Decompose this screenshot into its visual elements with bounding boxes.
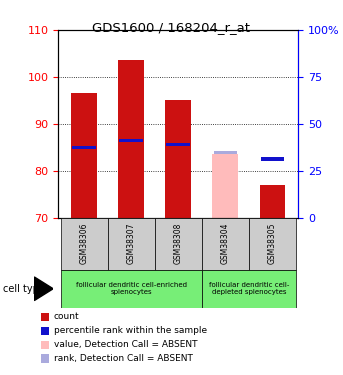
Bar xyxy=(71,93,97,218)
Text: GSM38308: GSM38308 xyxy=(174,223,183,264)
Bar xyxy=(165,100,191,218)
Text: follicular dendritic cell-
depleted splenocytes: follicular dendritic cell- depleted sple… xyxy=(209,282,289,295)
Bar xyxy=(108,217,155,270)
Bar xyxy=(213,154,238,218)
Bar xyxy=(261,157,284,160)
Bar xyxy=(202,270,296,308)
Bar xyxy=(61,217,108,270)
Bar xyxy=(61,270,202,308)
Bar xyxy=(72,146,96,149)
Bar xyxy=(119,138,143,142)
Text: percentile rank within the sample: percentile rank within the sample xyxy=(54,326,207,335)
Text: GSM38307: GSM38307 xyxy=(127,223,136,264)
Text: GSM38306: GSM38306 xyxy=(80,223,89,264)
Bar xyxy=(249,217,296,270)
Bar xyxy=(214,151,237,154)
Bar xyxy=(155,217,202,270)
Text: cell type: cell type xyxy=(3,284,45,294)
Text: rank, Detection Call = ABSENT: rank, Detection Call = ABSENT xyxy=(54,354,193,363)
Bar xyxy=(202,217,249,270)
Bar xyxy=(166,143,190,147)
Text: GSM38304: GSM38304 xyxy=(221,223,230,264)
Text: GSM38305: GSM38305 xyxy=(268,223,277,264)
Bar xyxy=(260,185,285,218)
Text: GDS1600 / 168204_r_at: GDS1600 / 168204_r_at xyxy=(93,21,250,34)
Text: value, Detection Call = ABSENT: value, Detection Call = ABSENT xyxy=(54,340,197,349)
Polygon shape xyxy=(34,277,53,301)
Text: follicular dendritic cell-enriched
splenocytes: follicular dendritic cell-enriched splen… xyxy=(76,282,187,295)
Bar xyxy=(118,60,144,217)
Text: count: count xyxy=(54,312,80,321)
